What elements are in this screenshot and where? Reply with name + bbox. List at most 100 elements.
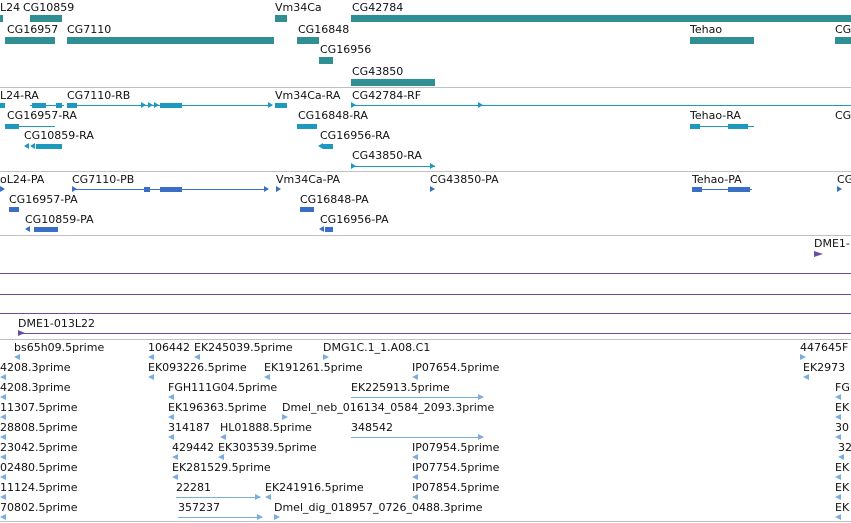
est-feature[interactable] xyxy=(0,434,6,440)
region-feature[interactable] xyxy=(18,333,851,334)
est-feature[interactable] xyxy=(148,374,154,380)
region-feature[interactable] xyxy=(0,273,851,274)
strand-arrow xyxy=(837,186,842,192)
cds[interactable] xyxy=(34,227,58,232)
est-feature[interactable] xyxy=(838,454,844,460)
est-feature[interactable] xyxy=(835,394,841,400)
est-feature[interactable] xyxy=(835,494,841,500)
exon[interactable] xyxy=(67,103,77,108)
protein-label: CG16957-PA xyxy=(9,193,78,206)
est-label: 32 xyxy=(838,441,851,454)
est-feature[interactable] xyxy=(168,394,174,400)
est-feature[interactable] xyxy=(282,414,288,420)
est-feature[interactable] xyxy=(172,474,178,480)
exon[interactable] xyxy=(160,103,182,108)
gene-feature[interactable] xyxy=(30,15,62,22)
transcript-feature[interactable] xyxy=(0,103,5,108)
est-feature[interactable] xyxy=(351,397,483,398)
est-feature[interactable] xyxy=(0,474,6,480)
region-label: DME1-013L22 xyxy=(18,317,95,330)
est-feature[interactable] xyxy=(194,354,200,360)
est-feature[interactable] xyxy=(14,354,20,360)
est-feature[interactable] xyxy=(176,497,260,498)
transcript-label: CG16848-RA xyxy=(298,109,368,122)
est-feature[interactable] xyxy=(412,454,418,460)
est-feature[interactable] xyxy=(835,434,841,440)
gene-feature[interactable] xyxy=(5,37,55,44)
est-feature[interactable] xyxy=(274,514,280,520)
gene-feature[interactable] xyxy=(0,15,3,22)
transcript-label: CG16957-RA xyxy=(7,109,77,122)
est-feature[interactable] xyxy=(172,454,178,460)
est-feature[interactable] xyxy=(168,414,174,420)
gene-feature[interactable] xyxy=(319,57,333,64)
est-label: 11307.5prime xyxy=(0,401,78,414)
est-feature[interactable] xyxy=(178,517,262,518)
exon[interactable] xyxy=(36,144,62,149)
est-feature[interactable] xyxy=(835,474,841,480)
region-feature[interactable] xyxy=(0,313,851,314)
cds[interactable] xyxy=(144,187,150,192)
cds[interactable] xyxy=(325,227,333,232)
est-feature[interactable] xyxy=(412,494,418,500)
strand-arrow xyxy=(148,102,153,108)
gene-feature[interactable] xyxy=(297,37,319,44)
est-label: 106442 xyxy=(148,341,190,354)
est-feature[interactable] xyxy=(835,514,841,520)
gene-feature[interactable] xyxy=(351,15,851,22)
gene-label: CG16956 xyxy=(320,43,372,56)
est-feature[interactable] xyxy=(264,374,270,380)
est-feature[interactable] xyxy=(800,354,806,360)
est-feature[interactable] xyxy=(0,374,6,380)
est-feature[interactable] xyxy=(835,414,841,420)
protein-label: Vm34Ca-PA xyxy=(276,173,341,186)
est-label: HL01888.5prime xyxy=(220,421,312,434)
gene-label: CG16848 xyxy=(298,23,350,36)
transcript-label: L24-RA xyxy=(0,89,39,102)
est-feature[interactable] xyxy=(265,494,271,500)
strand-arrow xyxy=(141,102,146,108)
gene-feature[interactable] xyxy=(67,37,274,44)
est-feature[interactable] xyxy=(0,494,6,500)
est-feature[interactable] xyxy=(412,374,418,380)
cds[interactable] xyxy=(9,207,19,212)
est-label: 4208.3prime xyxy=(0,361,71,374)
transcript-label: CG10859-RA xyxy=(24,129,94,142)
est-feature[interactable] xyxy=(803,374,809,380)
strand-arrow xyxy=(478,102,483,108)
est-feature[interactable] xyxy=(0,414,6,420)
strand-arrow xyxy=(319,226,324,232)
est-feature[interactable] xyxy=(218,454,224,460)
protein-label: CG43850-PA xyxy=(430,173,499,186)
est-feature[interactable] xyxy=(148,354,154,360)
gene-feature[interactable] xyxy=(690,37,754,44)
est-feature[interactable] xyxy=(0,514,6,520)
exon[interactable] xyxy=(323,144,333,149)
cds[interactable] xyxy=(160,187,182,192)
cds[interactable] xyxy=(300,207,314,212)
gene-feature[interactable] xyxy=(275,15,287,22)
est-feature[interactable] xyxy=(0,394,6,400)
est-label: 28808.5prime xyxy=(0,421,78,434)
cds[interactable] xyxy=(692,187,702,192)
exon[interactable] xyxy=(32,103,46,108)
exon[interactable] xyxy=(728,124,748,129)
strand-arrow xyxy=(0,186,5,192)
intron-line xyxy=(5,126,55,127)
exon[interactable] xyxy=(56,103,62,108)
est-feature[interactable] xyxy=(323,354,329,360)
exon[interactable] xyxy=(275,103,287,108)
gene-feature[interactable] xyxy=(835,37,851,44)
est-label: EK xyxy=(835,501,850,514)
exon[interactable] xyxy=(297,124,317,129)
est-feature[interactable] xyxy=(351,437,483,438)
est-feature[interactable] xyxy=(412,474,418,480)
region-feature[interactable] xyxy=(0,294,851,295)
est-feature[interactable] xyxy=(168,434,174,440)
est-feature[interactable] xyxy=(220,434,226,440)
est-feature[interactable] xyxy=(0,454,6,460)
gene-feature[interactable] xyxy=(351,79,435,86)
region-feature[interactable] xyxy=(814,251,823,257)
cds[interactable] xyxy=(728,187,750,192)
transcript-label: Vm34Ca-RA xyxy=(275,89,341,102)
